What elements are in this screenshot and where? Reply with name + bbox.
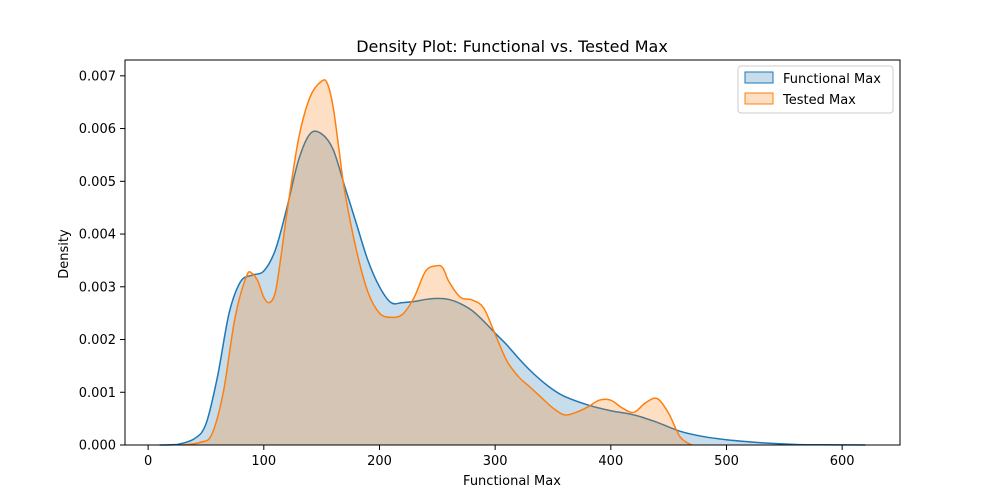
y-tick-label: 0.005 xyxy=(79,175,116,190)
y-tick-label: 0.003 xyxy=(79,280,116,295)
y-tick-label: 0.006 xyxy=(79,122,116,137)
x-tick-label: 600 xyxy=(830,454,855,469)
legend-label-functional-max: Functional Max xyxy=(783,72,881,87)
density-fill-functional-max xyxy=(159,131,866,445)
y-tick-label: 0.002 xyxy=(79,333,116,348)
legend-swatch-tested-max xyxy=(744,92,774,105)
density-line-functional-max xyxy=(159,130,866,446)
y-tick-label: 0.000 xyxy=(79,439,116,454)
y-tick-label: 0.001 xyxy=(79,386,116,401)
legend-label-tested-max: Tested Max xyxy=(782,93,856,108)
density-line-tested-max xyxy=(182,79,693,446)
x-tick-label: 100 xyxy=(251,454,276,469)
x-tick-label: 0 xyxy=(144,454,152,469)
y-tick-label: 0.007 xyxy=(79,69,116,84)
x-axis: 0 100 200 300 400 500 600 xyxy=(144,445,855,469)
plot-frame xyxy=(124,59,901,446)
legend: Functional Max Tested Max xyxy=(737,65,894,114)
legend-swatch-functional-max xyxy=(744,71,774,84)
y-tick-label: 0.004 xyxy=(79,228,116,243)
legend-frame xyxy=(737,65,894,114)
density-fill-tested-max xyxy=(182,79,692,445)
y-axis: 0.000 0.001 0.002 0.003 0.004 0.005 0.006 0.007 xyxy=(79,69,125,454)
x-axis-label: Functional Max xyxy=(463,474,561,489)
x-tick-label: 200 xyxy=(367,454,392,469)
x-tick-label: 500 xyxy=(714,454,739,469)
chart-title: Density Plot: Functional vs. Tested Max xyxy=(356,37,668,56)
density-areas xyxy=(159,79,866,446)
y-axis-label: Density xyxy=(57,229,72,279)
x-tick-label: 400 xyxy=(598,454,623,469)
x-tick-label: 300 xyxy=(483,454,508,469)
